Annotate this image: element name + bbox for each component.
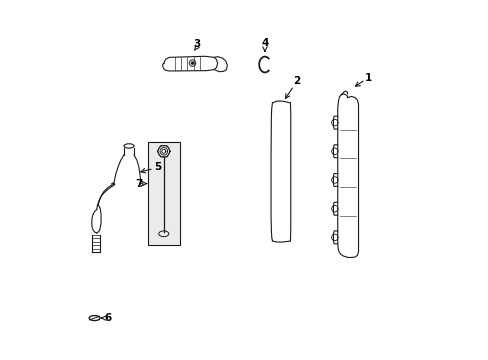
- Text: 4: 4: [261, 38, 268, 48]
- Text: 7: 7: [135, 179, 142, 189]
- FancyBboxPatch shape: [147, 142, 180, 244]
- Text: 1: 1: [364, 73, 371, 83]
- Circle shape: [191, 62, 193, 64]
- Text: 2: 2: [292, 76, 300, 86]
- Text: 6: 6: [104, 314, 112, 323]
- Text: 3: 3: [193, 39, 201, 49]
- Text: 5: 5: [154, 162, 161, 172]
